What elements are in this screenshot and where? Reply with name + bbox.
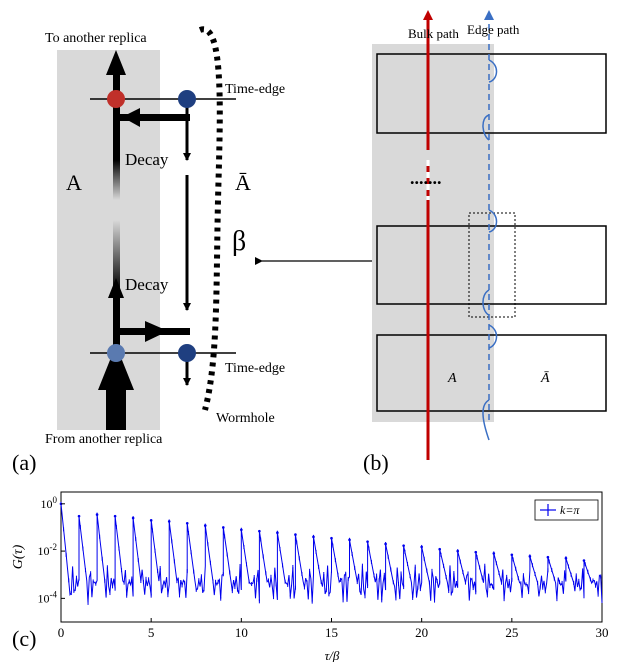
- legend: k=π: [534, 499, 599, 521]
- left-path-fade-down: [113, 160, 120, 200]
- up-arrow-head-icon: [106, 50, 126, 75]
- peak-point: [276, 531, 279, 534]
- peak-point: [203, 524, 207, 527]
- bulk-path-label: Bulk path: [408, 26, 459, 41]
- thick-input-stem: [106, 380, 126, 430]
- peak-point: [149, 519, 153, 522]
- peak-point: [330, 536, 333, 540]
- beta-label: β: [232, 226, 246, 257]
- series-layer: [59, 501, 603, 605]
- blue-node-bottom-right: [178, 344, 196, 362]
- peak-point: [167, 520, 171, 523]
- left-path-lower: [113, 295, 120, 355]
- x-tick-label: 0: [58, 625, 65, 640]
- left-arrow-icon: [122, 108, 140, 127]
- bottom-replica-label: From another replica: [45, 432, 163, 447]
- replica-box-1: [376, 53, 607, 134]
- peak-point: [77, 514, 81, 518]
- x-tick-label: 10: [235, 625, 248, 640]
- edge-path-label: Edge path: [467, 22, 520, 37]
- peak-point: [456, 549, 460, 553]
- legend-box: [534, 499, 599, 521]
- panel-b-label: (b): [363, 450, 389, 475]
- peak-point: [294, 533, 297, 536]
- peak-point: [528, 555, 532, 558]
- decay-bottom-label: Decay: [125, 275, 169, 294]
- wormhole-loop: [198, 26, 223, 411]
- panel-a: To another replica From another replica …: [12, 26, 285, 475]
- region-a-shade-b: [372, 44, 494, 422]
- replica-box-2: [376, 225, 607, 305]
- top-connector: [116, 114, 190, 121]
- x-tick-label: 15: [325, 625, 338, 640]
- x-tick-label: 20: [415, 625, 428, 640]
- thick-input-arrow-icon: [98, 345, 134, 390]
- right-arrow-icon: [145, 321, 168, 342]
- peak-point: [402, 544, 405, 547]
- blue-node-top: [178, 90, 196, 108]
- wormhole-label: Wormhole: [216, 411, 275, 426]
- highlight-box: [468, 212, 516, 318]
- peak-point: [564, 556, 568, 560]
- peak-point: [222, 526, 225, 529]
- peak-point: [510, 553, 514, 557]
- peak-point: [185, 521, 189, 525]
- left-path-fade-up: [113, 220, 120, 290]
- peak-point: [474, 550, 478, 554]
- x-tick-label: 5: [148, 625, 155, 640]
- peak-point: [95, 513, 99, 516]
- blue-node-bottom-left: [107, 344, 125, 362]
- peak-point: [348, 538, 351, 542]
- peak-point: [312, 535, 315, 539]
- y-tick-label: 10-2: [38, 542, 58, 558]
- panel-c-chart: 0 5 10 15 20 25 30 100 10-2 10-4 (c) τ/β G(τ) k=π: [11, 491, 609, 662]
- region-a-label-b: A: [447, 371, 457, 386]
- top-replica-label: To another replica: [45, 31, 147, 46]
- replica-box-3: [376, 334, 607, 412]
- panel-b: Bulk path Edge path ....... A Ā (b): [363, 10, 607, 475]
- peak-point: [366, 540, 369, 543]
- edge-path-wiggles: [482, 59, 498, 441]
- time-edge-top-label: Time-edge: [225, 82, 285, 97]
- region-abar-label: Ā: [235, 170, 251, 195]
- series-line-k-pi: [60, 503, 603, 604]
- y-tick-label: 100: [41, 495, 58, 511]
- panel-c-label: (c): [12, 626, 36, 651]
- time-edge-bottom-label: Time-edge: [225, 361, 285, 376]
- x-tick-label: 25: [505, 625, 518, 640]
- peak-point: [438, 547, 442, 551]
- peak-point: [582, 559, 586, 562]
- region-a-label: A: [66, 170, 82, 195]
- peak-point: [384, 542, 387, 546]
- peak-point: [113, 514, 117, 518]
- region-abar-label-b: Ā: [540, 370, 550, 386]
- axis-layer: 0 5 10 15 20 25 30 100 10-2 10-4: [38, 495, 609, 640]
- y-axis-label: G(τ): [11, 544, 26, 569]
- peak-point: [546, 555, 550, 559]
- ellipsis-dots: .......: [410, 168, 442, 188]
- peak-point: [420, 545, 423, 549]
- panel-a-label: (a): [12, 450, 36, 475]
- y-tick-label: 10-4: [38, 589, 58, 605]
- decay-top-label: Decay: [125, 150, 169, 169]
- x-tick-label: 30: [596, 625, 609, 640]
- peak-point: [240, 528, 243, 532]
- x-axis-label: τ/β: [325, 648, 340, 662]
- peak-point: [258, 529, 261, 533]
- peak-point: [492, 552, 496, 555]
- red-node: [107, 90, 125, 108]
- legend-label: k=π: [560, 503, 580, 517]
- peak-point: [131, 516, 135, 520]
- lower-up-arrow-icon: [108, 278, 124, 298]
